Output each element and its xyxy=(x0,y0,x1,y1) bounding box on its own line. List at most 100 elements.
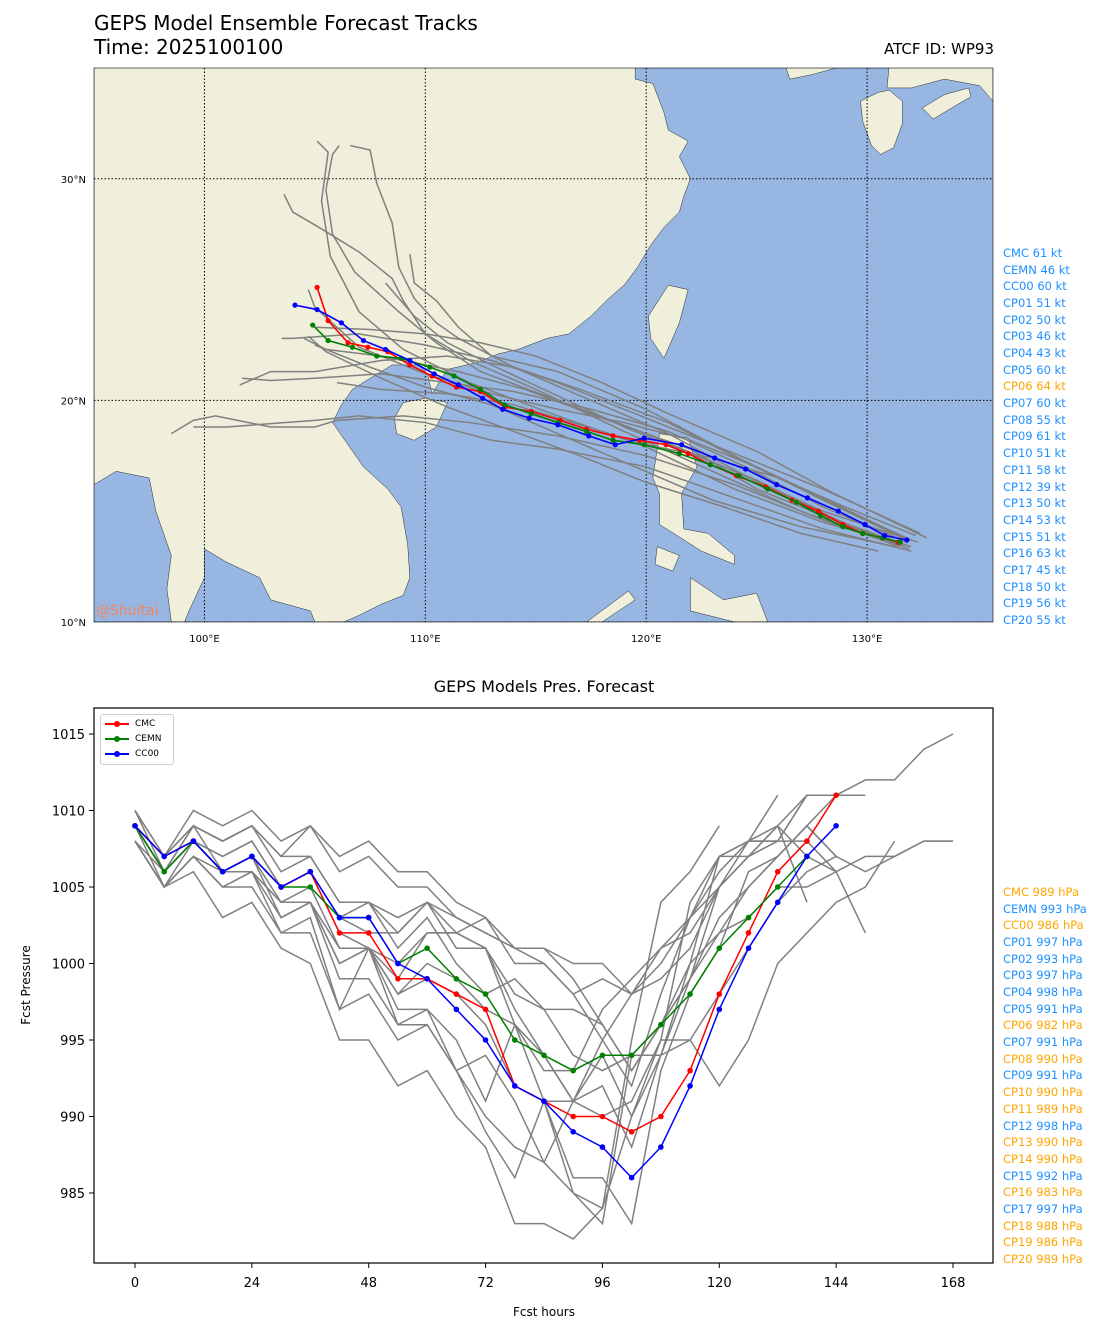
pressure-label: CP03 997 hPa xyxy=(1003,968,1083,983)
pressure-point-cmc xyxy=(628,1129,635,1135)
land xyxy=(654,546,680,572)
track-point-cc00 xyxy=(641,435,647,441)
track-point-cmc xyxy=(345,340,351,346)
lat-tick-label: 10°N xyxy=(61,618,86,629)
pressure-point-cc00 xyxy=(745,945,752,951)
track-point-cemn xyxy=(583,428,590,435)
pressure-point-cc00 xyxy=(833,823,839,829)
legend-label: CEMN xyxy=(135,734,162,744)
track-point-cemn xyxy=(325,337,331,344)
land xyxy=(586,590,636,622)
pressure-label: CP04 998 hPa xyxy=(1003,985,1083,1000)
track-point-cmc xyxy=(610,433,616,439)
track-point-cc00 xyxy=(480,395,486,401)
legend-item-cmc: CMC xyxy=(105,718,155,730)
pressure-point-cmc xyxy=(336,930,343,936)
wind-label: CP08 55 kt xyxy=(1003,412,1066,427)
track-point-cc00 xyxy=(314,306,320,313)
pressure-label: CP20 989 hPa xyxy=(1003,1251,1083,1266)
track-point-cemn xyxy=(765,486,771,492)
pressure-point-cemn xyxy=(307,884,314,890)
track-point-cemn xyxy=(502,402,508,408)
track-point-cc00 xyxy=(586,433,592,439)
wind-label: CP06 64 kt xyxy=(1003,379,1066,394)
track-point-cemn xyxy=(818,513,824,519)
pressure-point-cc00 xyxy=(278,884,284,890)
member-track xyxy=(170,415,901,548)
track-point-cemn xyxy=(477,386,484,392)
pressure-label: CC00 986 hPa xyxy=(1003,918,1084,933)
track-cemn xyxy=(312,324,901,543)
track-point-cc00 xyxy=(612,442,618,448)
wind-label: CP13 50 kt xyxy=(1003,496,1066,511)
pressure-point-cc00 xyxy=(190,838,197,844)
pressure-point-cc00 xyxy=(804,853,810,860)
pressure-label: CP14 990 hPa xyxy=(1003,1151,1083,1166)
pressure-label: CP16 983 hPa xyxy=(1003,1185,1083,1200)
pressure-point-cc00 xyxy=(687,1083,693,1089)
wind-label: CP19 56 kt xyxy=(1003,596,1066,611)
wind-label: CP09 61 kt xyxy=(1003,429,1066,444)
track-point-cmc xyxy=(663,442,669,448)
wind-label: CP04 43 kt xyxy=(1003,346,1066,361)
track-point-cemn xyxy=(676,450,682,457)
pressure-label: CP08 990 hPa xyxy=(1003,1051,1083,1066)
pressure-point-cc00 xyxy=(482,1037,489,1043)
member-track xyxy=(281,333,921,535)
track-point-cemn xyxy=(349,344,356,350)
member-pressure-line xyxy=(134,840,896,1118)
legend-swatch xyxy=(105,721,129,727)
pressure-point-cc00 xyxy=(219,868,226,875)
track-point-cmc xyxy=(365,344,371,350)
track-map: 100°E 110°E 120°E 130°E 10°N 20°N 30°N xyxy=(61,67,994,645)
figure-title: GEPS Model Ensemble Forecast Tracks xyxy=(94,11,478,35)
member-pressure-line xyxy=(134,840,778,1119)
wind-label: CP12 39 kt xyxy=(1003,479,1066,494)
pressure-point-cc00 xyxy=(658,1144,664,1150)
map-frame xyxy=(93,67,994,623)
track-point-cc00 xyxy=(743,466,749,472)
member-track xyxy=(314,344,896,548)
pressure-point-cc00 xyxy=(599,1144,606,1150)
pressure-point-cc00 xyxy=(336,914,343,921)
pressure-point-cmc xyxy=(570,1113,577,1120)
legend: CMC CEMN CC00 xyxy=(100,714,174,765)
pressure-label: CP11 989 hPa xyxy=(1003,1101,1083,1116)
pressure-point-cemn xyxy=(745,914,752,921)
track-point-cemn xyxy=(840,524,846,530)
legend-marker xyxy=(114,721,120,727)
member-pressure-line xyxy=(134,810,837,1088)
member-track xyxy=(350,144,910,550)
member-track xyxy=(303,337,905,546)
pressure-point-cemn xyxy=(687,991,693,997)
x-tick-label: 168 xyxy=(941,1276,966,1291)
track-point-cmc xyxy=(314,284,320,290)
land xyxy=(921,87,972,120)
track-point-cc00 xyxy=(804,495,811,501)
legend-swatch xyxy=(105,751,129,757)
pressure-point-cmc xyxy=(774,868,781,875)
track-point-cc00 xyxy=(360,337,367,344)
wind-label: CP20 55 kt xyxy=(1003,612,1066,627)
track-point-cemn xyxy=(528,411,534,417)
pressure-point-cmc xyxy=(482,1006,489,1013)
pressure-point-cemn xyxy=(161,868,168,875)
forecast-time: Time: 2025100100 xyxy=(94,35,284,59)
track-point-cemn xyxy=(860,530,866,536)
wind-label: CMC 61 kt xyxy=(1003,246,1063,260)
pressure-point-cc00 xyxy=(716,1006,723,1013)
track-point-cc00 xyxy=(712,455,718,461)
wind-label: CP10 51 kt xyxy=(1003,446,1066,461)
pressure-point-cc00 xyxy=(453,1006,460,1013)
legend-swatch xyxy=(105,736,129,742)
member-track xyxy=(241,373,908,543)
pressure-point-cc00 xyxy=(511,1083,518,1089)
track-point-cemn xyxy=(641,442,647,448)
pressure-label: CP10 990 hPa xyxy=(1003,1085,1083,1100)
track-cc00 xyxy=(294,304,908,541)
track-point-cc00 xyxy=(382,346,389,353)
member-track xyxy=(385,282,894,546)
track-point-cemn xyxy=(736,473,742,479)
pressure-point-cmc xyxy=(658,1113,664,1120)
track-point-cc00 xyxy=(882,532,888,539)
